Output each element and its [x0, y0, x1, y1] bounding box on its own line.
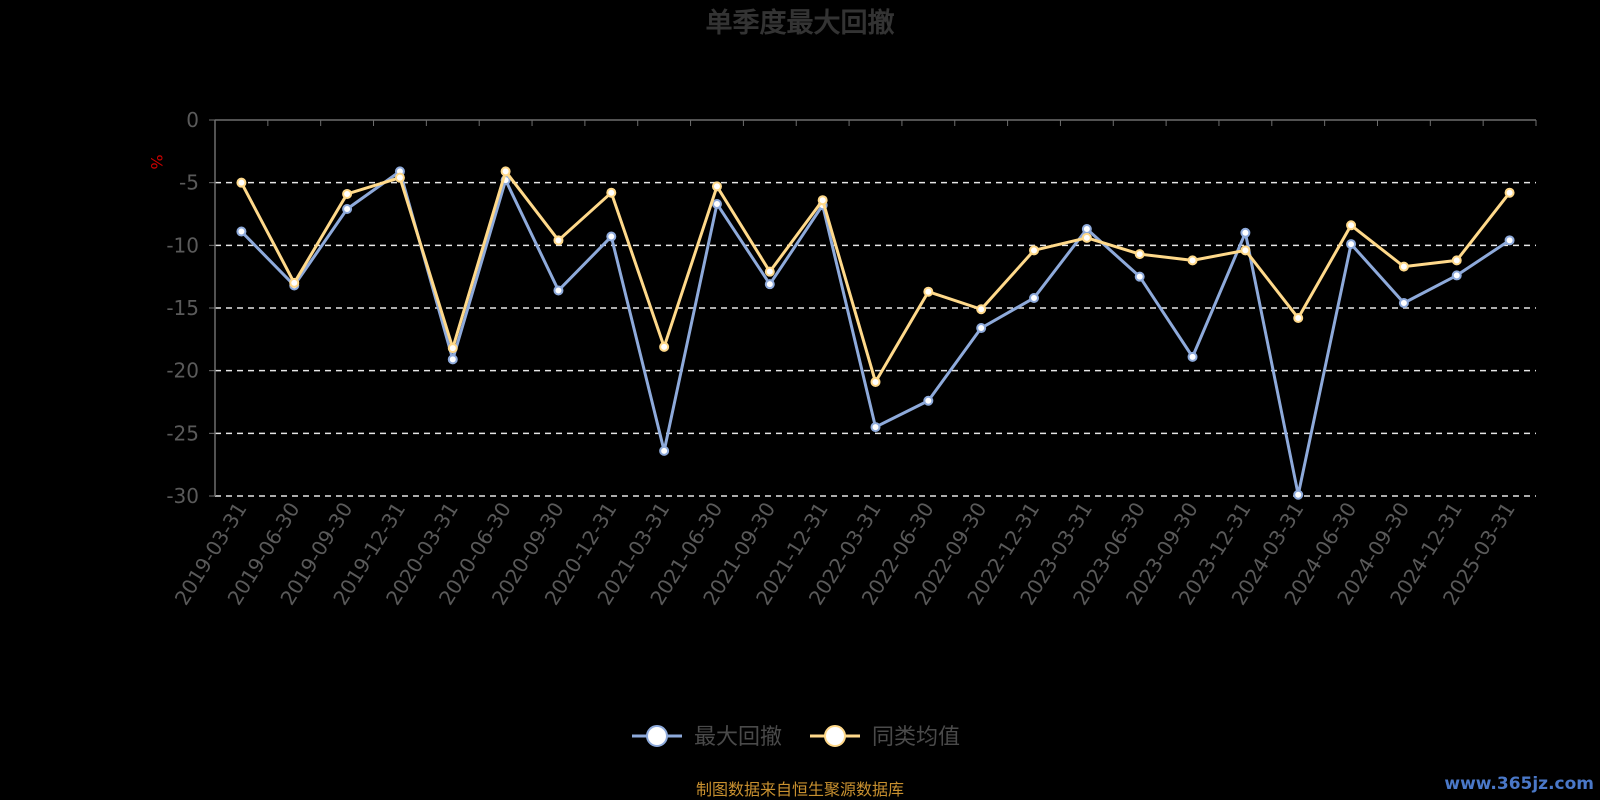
- data-point[interactable]: [711, 198, 722, 209]
- series-line: [240, 169, 1511, 497]
- chart-title: 单季度最大回撤: [706, 7, 895, 39]
- y-tick-label: -10: [166, 233, 199, 257]
- data-point[interactable]: [923, 286, 934, 297]
- data-point[interactable]: [711, 181, 722, 192]
- data-point[interactable]: [1504, 235, 1515, 246]
- data-point[interactable]: [1293, 313, 1304, 324]
- legend-marker: [824, 725, 846, 747]
- legend-item[interactable]: 最大回撤: [632, 725, 782, 750]
- legend-item[interactable]: 同类均值: [810, 725, 960, 750]
- data-point[interactable]: [1134, 271, 1145, 282]
- data-point[interactable]: [1504, 187, 1515, 198]
- data-point[interactable]: [764, 279, 775, 290]
- data-point[interactable]: [1081, 224, 1092, 235]
- site-watermark: www.365jz.com: [1444, 774, 1594, 794]
- data-point[interactable]: [553, 235, 564, 246]
- axes: [209, 119, 1537, 497]
- data-point[interactable]: [976, 323, 987, 334]
- y-tick-labels: 0 -5 -10 -15 -20 -25 -30: [166, 108, 199, 508]
- series-group: [236, 166, 1515, 500]
- data-point[interactable]: [394, 172, 405, 183]
- grid-lines: [215, 181, 1536, 497]
- y-tick-label: 0: [186, 108, 199, 132]
- data-point[interactable]: [606, 231, 617, 242]
- y-tick-label: -15: [166, 296, 199, 320]
- data-point[interactable]: [976, 304, 987, 315]
- data-point[interactable]: [659, 445, 670, 456]
- data-point[interactable]: [1134, 249, 1145, 260]
- legend-label: 同类均值: [872, 725, 960, 750]
- y-tick-label: -20: [166, 359, 199, 383]
- data-point[interactable]: [1451, 255, 1462, 266]
- series-peer-average: [236, 166, 1515, 387]
- data-point[interactable]: [1187, 255, 1198, 266]
- data-point[interactable]: [500, 166, 511, 177]
- data-point[interactable]: [1346, 220, 1357, 231]
- data-point[interactable]: [870, 376, 881, 387]
- data-point[interactable]: [764, 266, 775, 277]
- data-point[interactable]: [1240, 227, 1251, 238]
- data-point[interactable]: [342, 203, 353, 214]
- data-point[interactable]: [1346, 239, 1357, 250]
- data-point[interactable]: [447, 343, 458, 354]
- data-point[interactable]: [659, 341, 670, 352]
- y-tick-label: -5: [179, 171, 199, 195]
- series-line: [240, 169, 1511, 384]
- data-point[interactable]: [606, 187, 617, 198]
- data-point[interactable]: [447, 354, 458, 365]
- data-point[interactable]: [817, 195, 828, 206]
- data-point[interactable]: [1240, 245, 1251, 256]
- data-point[interactable]: [236, 177, 247, 188]
- legend-marker: [646, 725, 668, 747]
- data-point[interactable]: [1293, 489, 1304, 500]
- data-point[interactable]: [1081, 232, 1092, 243]
- x-tick-labels: 2019-03-312019-06-302019-09-302019-12-31…: [170, 498, 1520, 609]
- data-point[interactable]: [342, 188, 353, 199]
- data-point[interactable]: [289, 277, 300, 288]
- data-point[interactable]: [1398, 297, 1409, 308]
- y-axis-unit: %: [147, 154, 166, 169]
- y-tick-label: -25: [166, 421, 199, 445]
- legend[interactable]: 最大回撤 同类均值: [632, 725, 960, 750]
- series-max-drawdown: [236, 166, 1515, 500]
- data-point[interactable]: [870, 422, 881, 433]
- data-source-note: 制图数据来自恒生聚源数据库: [696, 780, 904, 799]
- legend-label: 最大回撤: [694, 725, 782, 750]
- y-tick-label: -30: [166, 484, 199, 508]
- data-point[interactable]: [1029, 245, 1040, 256]
- data-point[interactable]: [1029, 292, 1040, 303]
- data-point[interactable]: [553, 285, 564, 296]
- data-point[interactable]: [236, 226, 247, 237]
- data-point[interactable]: [1398, 261, 1409, 272]
- data-point[interactable]: [923, 395, 934, 406]
- data-point[interactable]: [1451, 270, 1462, 281]
- data-point[interactable]: [1187, 351, 1198, 362]
